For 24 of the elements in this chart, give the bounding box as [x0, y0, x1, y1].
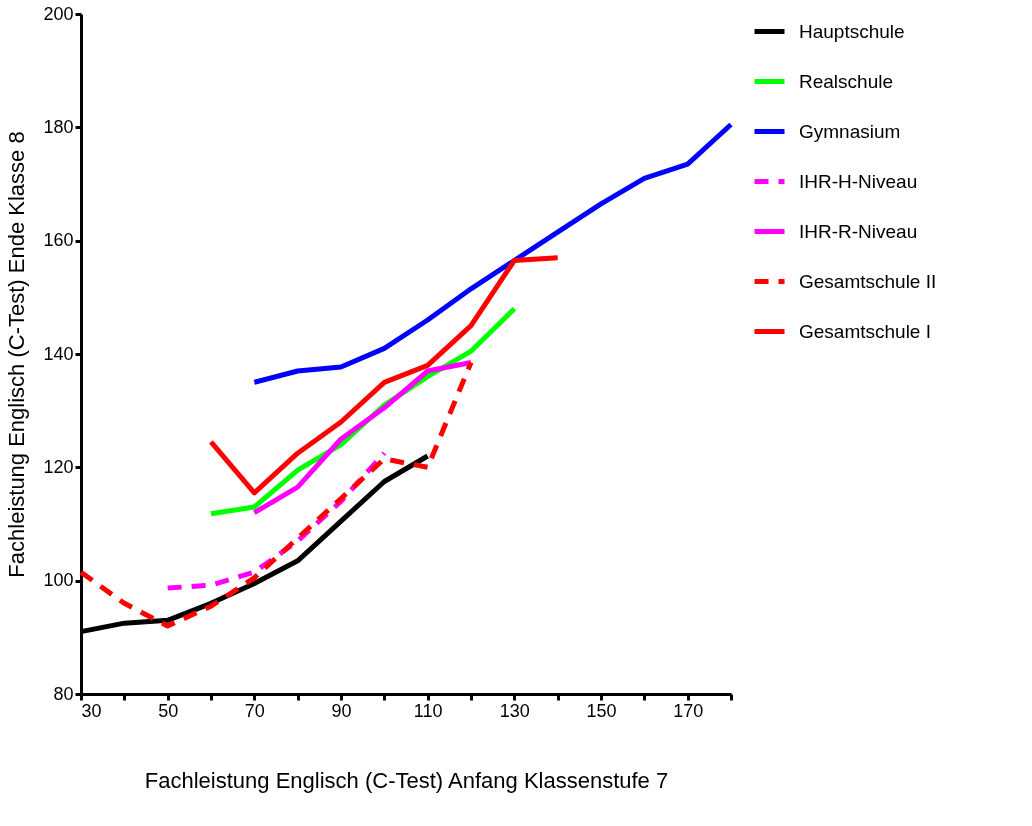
- legend-label: IHR-H-Niveau: [799, 170, 918, 192]
- x-tick-label: 50: [158, 700, 179, 721]
- x-tick-label: 170: [673, 700, 704, 721]
- y-tick-label: 100: [43, 570, 74, 591]
- legend-label: Gesamtschule I: [799, 320, 931, 342]
- x-tick-label: 110: [413, 700, 443, 721]
- y-tick-label: 140: [43, 343, 74, 364]
- y-tick-label: 180: [43, 116, 74, 137]
- x-axis-title: Fachleistung Englisch (C-Test) Anfang Klassenstufe 7: [144, 767, 669, 793]
- x-tick-label: 130: [499, 700, 530, 721]
- y-axis-title: Fachleistung Englisch (C-Test) Ende Klasse 8: [4, 131, 30, 578]
- y-tick-label: 200: [43, 3, 74, 24]
- legend-label: Gymnasium: [799, 120, 901, 142]
- x-tick-label: 90: [331, 700, 352, 721]
- x-tick-label: 70: [244, 700, 265, 721]
- legend-label: Realschule: [799, 70, 893, 92]
- legend-label: Hauptschule: [799, 20, 905, 42]
- legend-label: IHR-R-Niveau: [799, 220, 918, 242]
- y-tick-label: 80: [53, 683, 74, 704]
- legend-label: Gesamtschule II: [799, 270, 937, 292]
- x-tick-label: 150: [586, 700, 617, 721]
- y-tick-label: 160: [43, 230, 74, 251]
- y-tick-label: 120: [43, 456, 74, 477]
- x-tick-label: 30: [81, 700, 102, 721]
